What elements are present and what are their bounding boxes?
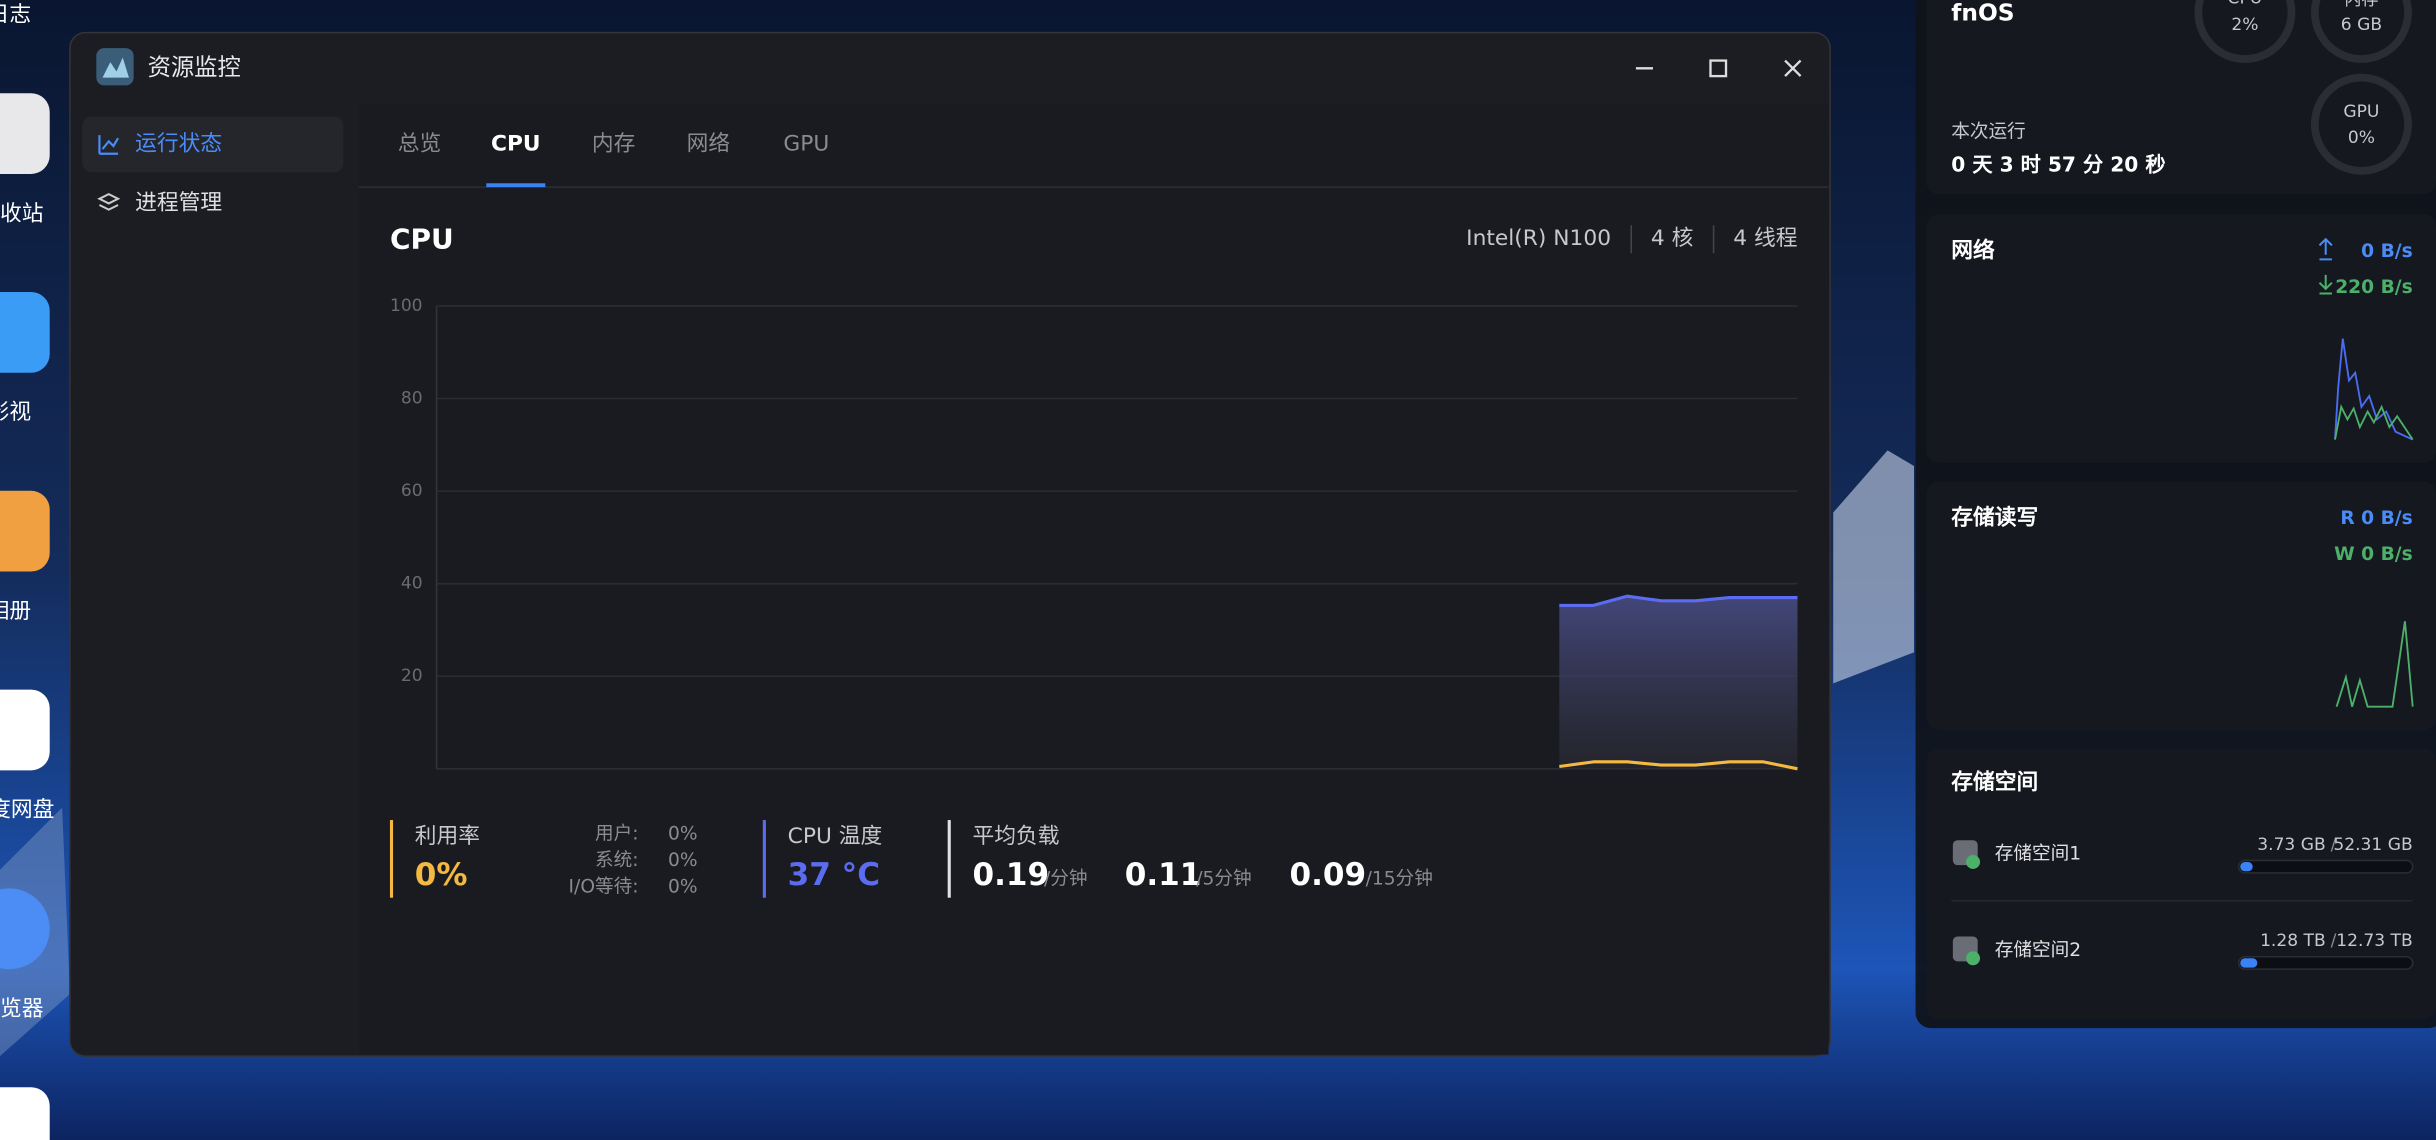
ring-value: 2% xyxy=(2231,15,2258,35)
uptime: 0 天 3 时 57 分 20 秒 xyxy=(1951,153,2165,177)
app-icon[interactable] xyxy=(0,690,50,771)
stat-accent xyxy=(390,820,393,898)
ring-label: 内存 xyxy=(2344,0,2378,10)
y-tick-label: 20 xyxy=(401,666,423,686)
cpu-model: Intel(R) N100 xyxy=(1466,226,1611,251)
app-label: 回收站 xyxy=(0,201,44,226)
volume-name[interactable]: 存储空间1 xyxy=(1995,844,2081,865)
cpu-threads: 4 线程 xyxy=(1733,226,1797,251)
app-icon[interactable] xyxy=(0,491,50,572)
load-value: 0.19 xyxy=(973,857,1050,893)
cpu-cores: 4 核 xyxy=(1651,226,1693,251)
card-title: 网络 xyxy=(1951,238,1995,264)
volume-bar xyxy=(2240,958,2257,967)
sidebar-item[interactable]: 进程管理 xyxy=(135,190,222,215)
uptime-label: 本次运行 xyxy=(1951,122,2026,143)
read-rate: R 0 B/s xyxy=(2340,508,2412,529)
volume-total: 12.73 TB xyxy=(2336,931,2412,951)
ring-label: CPU xyxy=(2228,0,2263,8)
volume-status xyxy=(1966,951,1980,965)
stat-label: 利用率 xyxy=(415,824,480,849)
window-title: 资源监控 xyxy=(148,54,241,81)
ring-value: 6 GB xyxy=(2341,15,2382,35)
app-logo xyxy=(96,48,133,85)
tab[interactable]: CPU xyxy=(491,131,541,156)
window: 资源监控 运行状态 进程管理 总览 CPU 内存 网络 GPU CPU Inte… xyxy=(70,33,1830,1057)
stat-label: 平均负载 xyxy=(973,824,1060,849)
volume-bar xyxy=(2240,862,2252,871)
download-rate: 220 B/s xyxy=(2335,277,2412,298)
stat-value: 37 °C xyxy=(788,857,880,893)
upload-rate: 0 B/s xyxy=(2361,241,2413,262)
load-value: 0.11 xyxy=(1125,857,1202,893)
breakdown-label: 系统: xyxy=(595,850,639,871)
breakdown-value: 0% xyxy=(668,850,698,871)
tab[interactable]: GPU xyxy=(783,131,829,156)
volume-total: 52.31 GB xyxy=(2333,835,2412,855)
ring-value: 0% xyxy=(2348,128,2375,148)
stat-label: CPU 温度 xyxy=(788,824,883,849)
stat-value: 0% xyxy=(415,857,468,893)
y-tick-label: 80 xyxy=(401,389,423,409)
write-rate: W 0 B/s xyxy=(2334,544,2413,565)
sidebar-item[interactable]: 运行状态 xyxy=(135,131,222,156)
y-tick-label: 40 xyxy=(401,574,423,594)
app-label: 相册 xyxy=(0,599,31,624)
tab[interactable]: 网络 xyxy=(687,131,730,156)
tab-indicator xyxy=(486,183,545,187)
breakdown-label: I/O等待: xyxy=(569,876,639,897)
load-unit: /分钟 xyxy=(1044,869,1088,890)
ring-label: GPU xyxy=(2343,102,2379,122)
card-title: 存储空间 xyxy=(1951,769,2038,795)
y-tick-label: 100 xyxy=(390,296,423,316)
tab[interactable]: 总览 xyxy=(398,131,441,156)
app-label: 日志 xyxy=(0,3,31,28)
volume-used: 3.73 GB xyxy=(2257,835,2325,855)
volume-status xyxy=(1966,855,1980,869)
widget-panel: fnOS CPU 2% 内存 6 GB GPU 0% 本次运行 0 天 3 时 … xyxy=(1916,0,2436,1028)
breakdown-value: 0% xyxy=(668,876,698,897)
series-area xyxy=(1559,596,1797,769)
panel-title: CPU xyxy=(390,223,454,256)
breakdown-value: 0% xyxy=(668,824,698,845)
stat-accent xyxy=(948,820,951,898)
load-unit: /5分钟 xyxy=(1196,869,1251,890)
y-tick-label: 60 xyxy=(401,481,423,501)
load-value: 0.09 xyxy=(1289,857,1366,893)
card-title: 存储读写 xyxy=(1951,505,2038,531)
app-label: 影视 xyxy=(0,400,31,425)
app-icon[interactable] xyxy=(0,292,50,373)
breakdown-label: 用户: xyxy=(595,824,639,845)
tab[interactable]: 内存 xyxy=(592,131,635,156)
app-label: 百度网盘 xyxy=(0,798,54,823)
load-unit: /15分钟 xyxy=(1366,869,1433,890)
volume-name[interactable]: 存储空间2 xyxy=(1995,940,2081,961)
app-icon[interactable] xyxy=(0,1087,50,1140)
stat-accent xyxy=(763,820,766,898)
volume-bar-track xyxy=(2239,957,2413,969)
app-label: 浏览器 xyxy=(0,997,44,1022)
volume-used: 1.28 TB xyxy=(2260,931,2326,951)
volume-bar-track xyxy=(2239,860,2413,872)
hostname: fnOS xyxy=(1951,0,2014,26)
app-icon[interactable] xyxy=(0,93,50,174)
